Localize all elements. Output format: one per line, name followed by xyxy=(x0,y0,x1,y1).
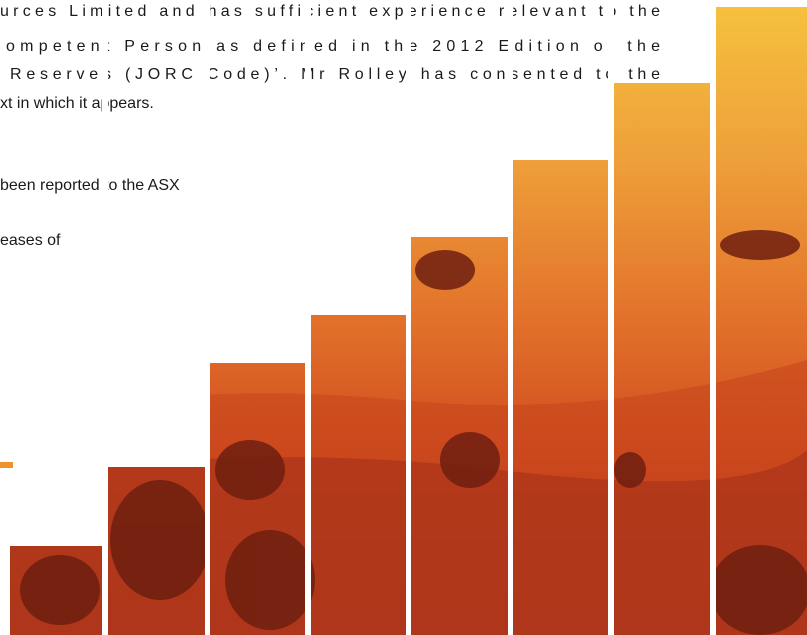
paragraph-line: urces Limited and has sufficient experie… xyxy=(0,3,660,20)
paragraph-line: xt in which it appears. xyxy=(0,95,154,112)
page: urces Limited and has sufficient experie… xyxy=(0,0,807,635)
note-line: been reported to the ASX xyxy=(0,177,180,194)
accent-rule xyxy=(0,462,13,468)
paragraph: urces Limited and has sufficient experie… xyxy=(0,3,660,112)
notes: been reported to the ASX eases of xyxy=(0,177,180,249)
note-line: eases of xyxy=(0,232,61,249)
